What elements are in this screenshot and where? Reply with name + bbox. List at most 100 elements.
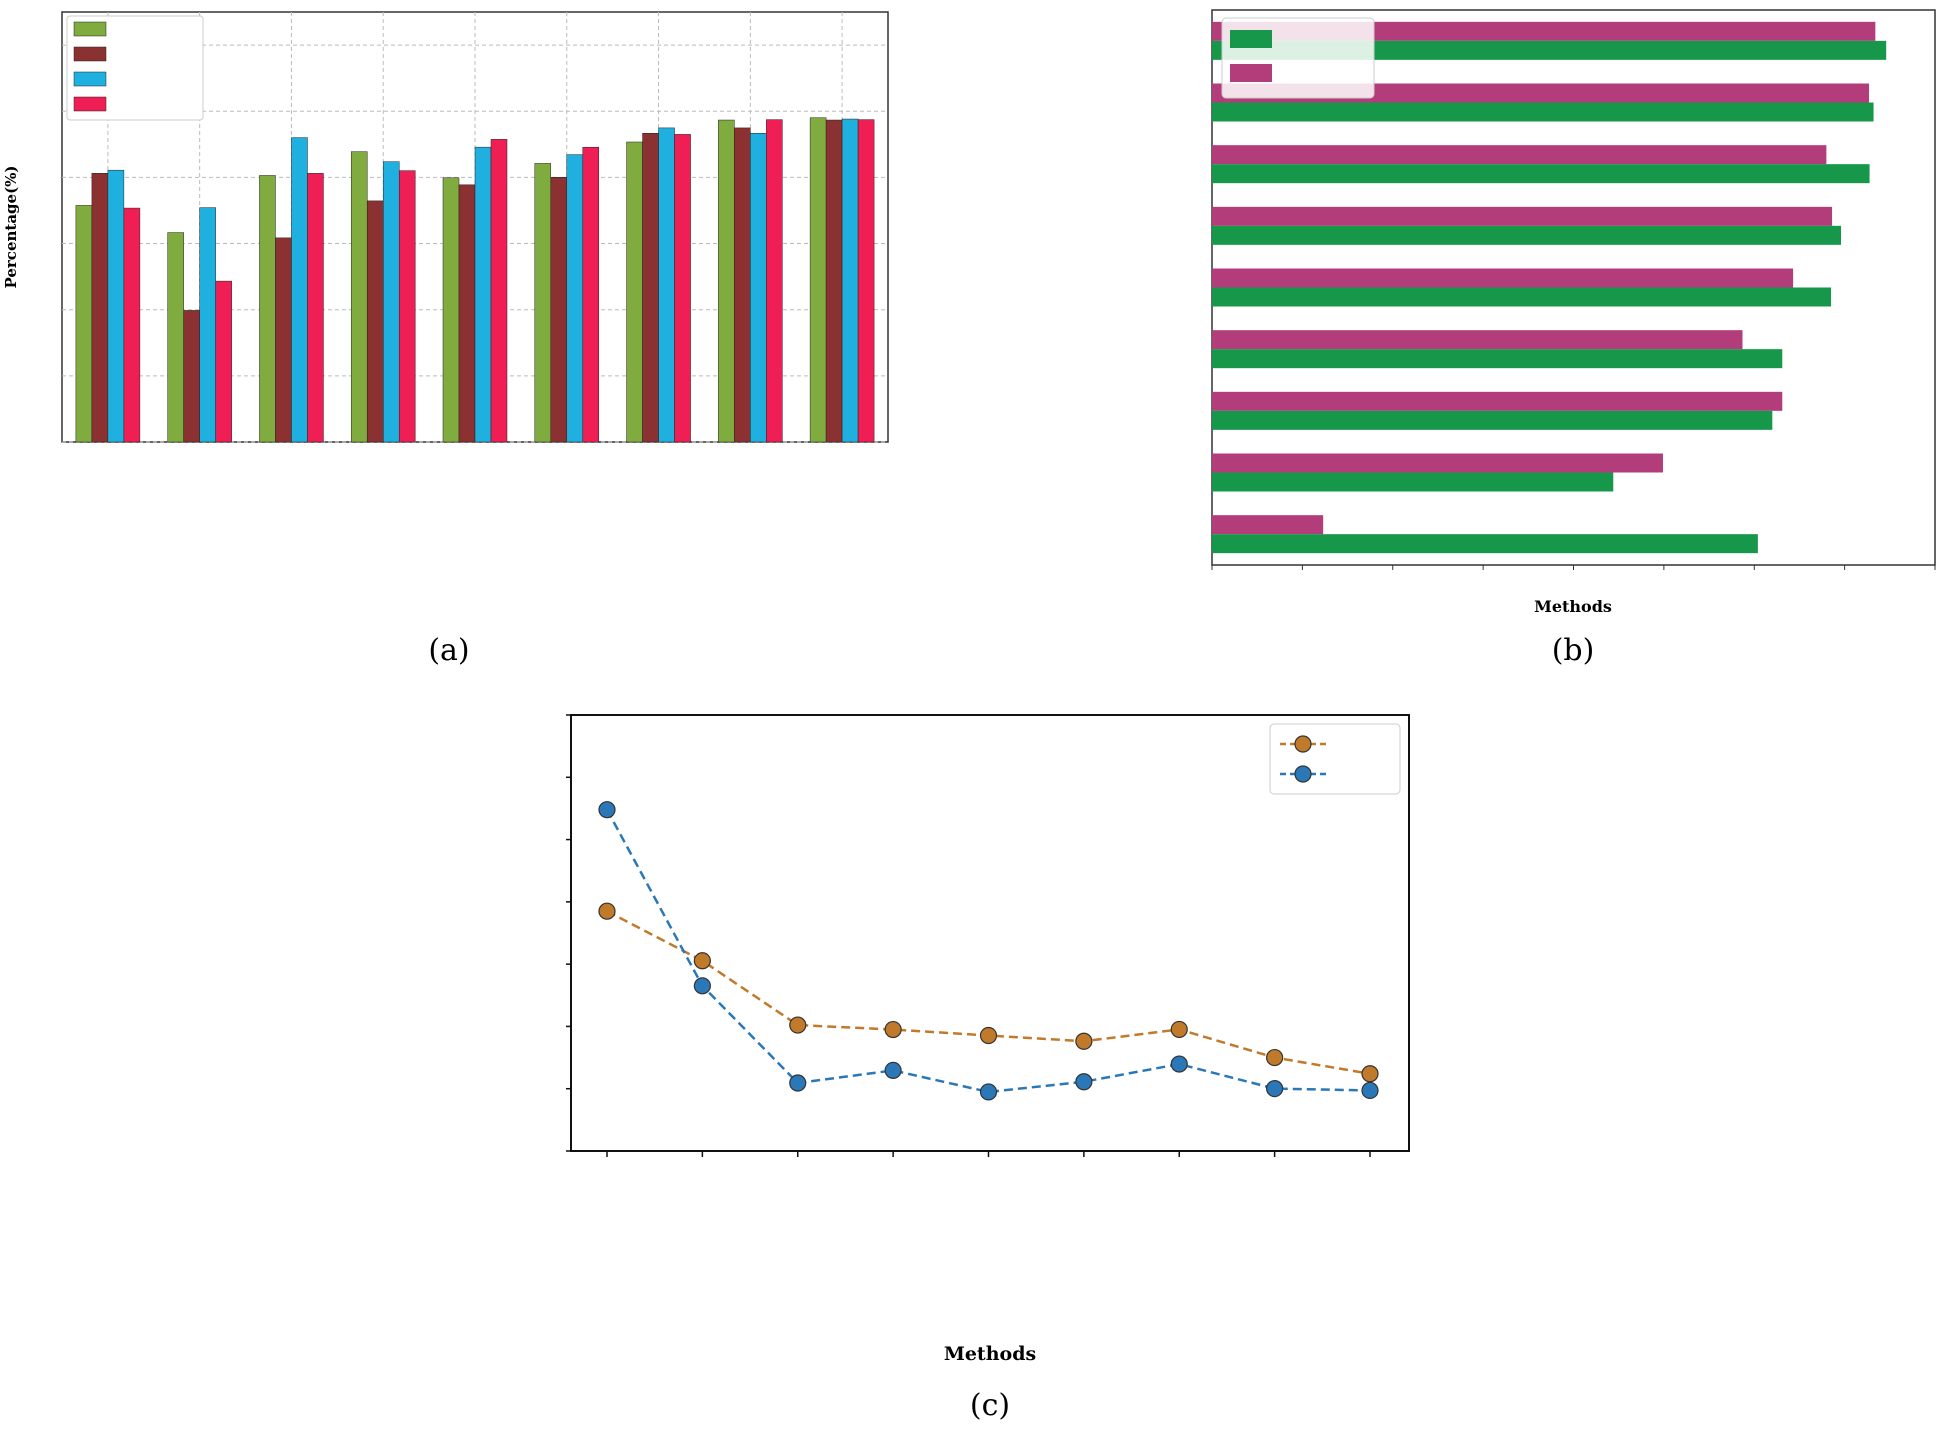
panel-c-x-ticks	[606, 1151, 1371, 1157]
bar-precision-lstm	[458, 184, 476, 443]
bar-kappa-lstm	[1212, 287, 1832, 307]
point-fpr-rnn-abc	[789, 1016, 807, 1034]
point-fnr-lstm	[979, 1083, 998, 1101]
bar-kappa-hcrnnids	[1212, 164, 1870, 184]
bar-mcc-conv-lstm-sfsdt	[1212, 206, 1833, 226]
bar-mcc-hcrnnids	[1212, 145, 1827, 165]
legend-swatch-mcc	[1230, 64, 1272, 82]
panel-b-bars	[1212, 21, 1887, 554]
bar-f-measure-ga-cnn	[398, 170, 416, 443]
bar-accuracy-ga-cnn	[350, 151, 368, 443]
panel-b-legend	[1221, 17, 1375, 99]
point-fpr-abc-bwo-conv-lstm	[1266, 1048, 1284, 1067]
point-fpr-conv-lstm-sfsdt	[1075, 1032, 1093, 1050]
bar-recall-conv-lstm-sfsdt	[566, 154, 584, 443]
bar-recall-ga-cnn	[382, 161, 400, 443]
bar-mcc-igwo-svm	[1212, 515, 1324, 535]
bar-recall-rnn-abc	[291, 137, 308, 443]
bar-kappa-ann-cfs	[1212, 472, 1614, 492]
bar-accuracy-hcrnnids	[626, 141, 643, 443]
bar-precision-igwo-svm	[91, 173, 109, 443]
bar-kappa-abc-bwo-conv-lstm	[1212, 102, 1874, 122]
bar-mcc-rnn-abc	[1212, 391, 1783, 411]
point-fnr-hcrnnids	[1170, 1055, 1188, 1073]
legend-swatch-f-measure	[73, 96, 107, 112]
bar-mcc-abc-bwo-conv-lstm	[1212, 83, 1870, 103]
point-fnr-conv-lstm-sfsdt	[1075, 1073, 1093, 1091]
bar-kappa-ga-cnn	[1212, 349, 1783, 369]
panel-b-x-axis-label: Methods	[1534, 597, 1612, 616]
bar-accuracy-rnn-abc	[259, 175, 276, 443]
panel-a-accuracy-bar-chart: Percentage(%) (a)	[2, 11, 889, 668]
bar-precision-ann-cfs	[183, 310, 200, 443]
point-fnr-proposed	[1361, 1081, 1379, 1100]
bar-kappa-conv-lstm-sfsdt	[1212, 225, 1842, 245]
point-fpr-ga-cnn	[884, 1020, 902, 1039]
panel-a-legend	[66, 15, 204, 121]
bar-mcc-lstm	[1212, 268, 1794, 288]
bar-precision-abc-bwo-conv-lstm	[734, 127, 751, 443]
bar-f-measure-igwo-svm	[123, 207, 141, 443]
legend-marker-fpr	[1294, 735, 1312, 753]
bar-precision-hcrnnids	[642, 133, 659, 443]
bar-mcc-proposed	[1212, 21, 1876, 41]
panel-b-label: (b)	[1552, 633, 1595, 668]
bar-recall-proposed	[841, 118, 859, 443]
bar-f-measure-abc-bwo-conv-lstm	[766, 119, 783, 443]
bar-accuracy-ann-cfs	[167, 232, 184, 443]
panel-c-plot-area	[570, 714, 1410, 1152]
point-fnr-ga-cnn	[884, 1061, 902, 1080]
bar-f-measure-proposed	[857, 119, 875, 443]
panel-c-fpr-fnr-line-chart: Methods (c)	[566, 714, 1410, 1423]
legend-swatch-accuracy	[73, 21, 107, 37]
bar-recall-hcrnnids	[658, 127, 675, 443]
panel-c-legend-box	[1269, 723, 1401, 795]
bar-f-measure-conv-lstm-sfsdt	[582, 146, 600, 443]
point-fnr-igwo-svm	[598, 801, 616, 819]
panel-b-kappa-mcc-bar-chart: Methods (b)	[1211, 9, 1936, 668]
bar-recall-ann-cfs	[199, 207, 216, 443]
bar-f-measure-lstm	[490, 139, 508, 443]
legend-swatch-precision	[73, 46, 107, 62]
series-line-fnr	[605, 809, 1371, 1094]
point-fpr-ann-cfs	[693, 952, 711, 970]
panel-c-lines	[598, 801, 1379, 1101]
bar-accuracy-lstm	[442, 177, 460, 443]
bar-accuracy-igwo-svm	[75, 205, 93, 443]
legend-marker-fnr	[1294, 765, 1312, 783]
bar-accuracy-abc-bwo-conv-lstm	[718, 119, 735, 443]
panel-c-legend	[1269, 723, 1401, 795]
point-fnr-ann-cfs	[693, 977, 711, 995]
bar-f-measure-hcrnnids	[674, 134, 691, 443]
bar-recall-lstm	[474, 146, 492, 443]
point-fnr-rnn-abc	[789, 1074, 807, 1092]
legend-swatch-recall	[73, 71, 107, 87]
panel-a-y-axis-label: Percentage(%)	[2, 165, 20, 288]
point-fnr-abc-bwo-conv-lstm	[1266, 1079, 1284, 1098]
panel-c-label: (c)	[970, 1388, 1010, 1423]
bar-f-measure-ann-cfs	[215, 280, 232, 443]
bar-precision-ga-cnn	[366, 200, 384, 443]
bar-recall-igwo-svm	[107, 169, 125, 443]
bar-precision-proposed	[825, 119, 843, 443]
bar-precision-conv-lstm-sfsdt	[550, 177, 568, 443]
panel-a-bars	[75, 117, 875, 443]
panel-b-x-ticks	[1211, 565, 1936, 570]
bar-kappa-proposed	[1212, 40, 1887, 60]
bar-f-measure-rnn-abc	[307, 173, 324, 443]
panel-c-x-axis-label: Methods	[944, 1343, 1036, 1365]
bar-accuracy-conv-lstm-sfsdt	[534, 163, 552, 443]
bar-accuracy-proposed	[809, 117, 827, 443]
bar-recall-abc-bwo-conv-lstm	[750, 133, 767, 443]
bar-kappa-rnn-abc	[1212, 410, 1773, 430]
panel-a-legend-box	[66, 15, 204, 121]
point-fpr-igwo-svm	[598, 902, 616, 920]
bar-precision-rnn-abc	[275, 237, 292, 443]
panel-c-y-ticks	[566, 714, 571, 1152]
panel-a-label: (a)	[428, 633, 469, 668]
point-fpr-proposed	[1361, 1065, 1379, 1083]
bar-mcc-ann-cfs	[1212, 453, 1663, 473]
legend-swatch-kappa	[1230, 30, 1272, 48]
bar-mcc-ga-cnn	[1212, 330, 1743, 350]
point-fpr-lstm	[979, 1026, 998, 1045]
